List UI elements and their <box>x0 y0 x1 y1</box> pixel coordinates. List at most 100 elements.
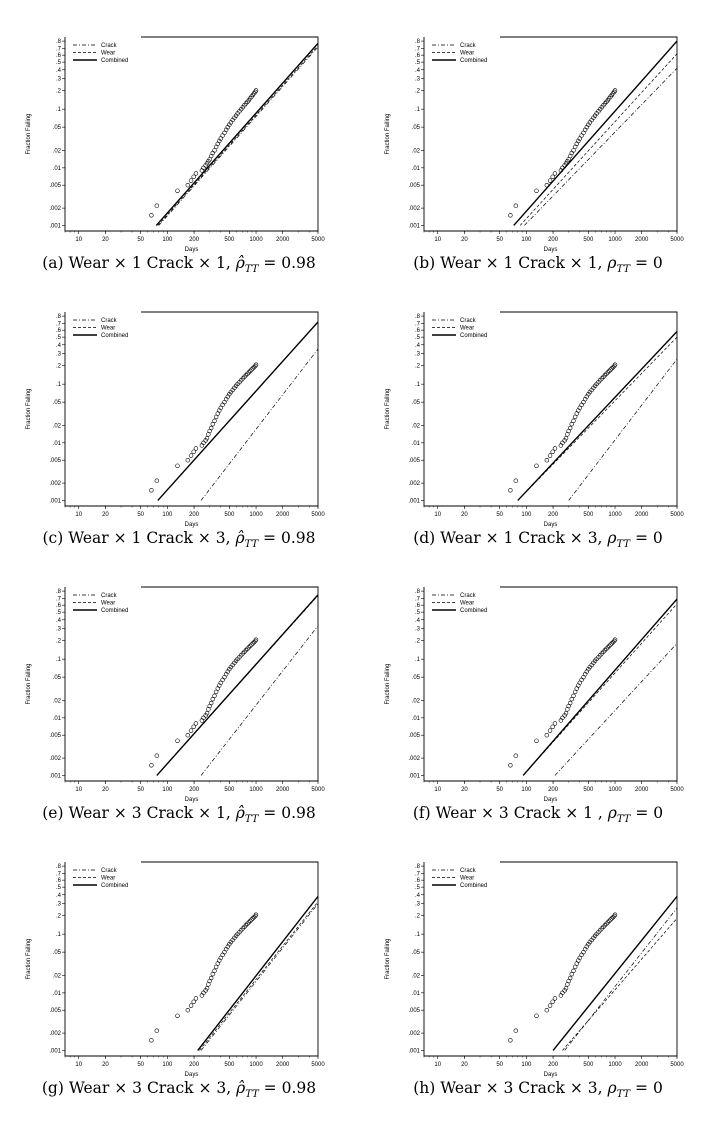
x-tick-label: 50 <box>137 1062 144 1068</box>
data-point <box>220 402 225 408</box>
x-tick-label: 5000 <box>311 787 325 793</box>
y-tick-label: .6 <box>415 603 421 609</box>
data-point <box>547 453 553 458</box>
data-point <box>604 646 609 651</box>
x-tick-label: 20 <box>102 237 109 243</box>
y-tick-label: .2 <box>56 363 62 369</box>
data-point <box>612 362 618 367</box>
x-tick-label: 2000 <box>635 512 649 518</box>
y-tick-label: .5 <box>415 610 421 616</box>
data-point <box>212 968 217 973</box>
x-tick-label: 500 <box>224 237 235 243</box>
y-tick-label: .5 <box>56 610 62 616</box>
data-point <box>208 425 214 431</box>
data-point <box>534 1013 539 1018</box>
data-point <box>245 371 250 376</box>
y-tick-label: .1 <box>415 107 421 113</box>
data-point <box>188 178 194 183</box>
chart-panel: 10 20 50 100 200 500 1000 2000 5000 .8.7.6.5 .4 .3.… <box>359 0 717 282</box>
data-point <box>253 362 259 367</box>
series-line-crack <box>554 643 677 776</box>
y-tick-label: .4 <box>415 343 421 349</box>
data-point <box>562 163 567 168</box>
y-tick-label: .05 <box>53 125 62 131</box>
plot-frame <box>423 861 678 1057</box>
data-point <box>513 203 519 208</box>
y-tick-label: .005 <box>408 733 420 739</box>
y-tick-label: .7 <box>415 871 421 877</box>
series-line-crack <box>158 46 318 226</box>
data-point <box>248 643 253 649</box>
y-tick-label: .002 <box>408 1031 420 1037</box>
legend-label: Crack <box>101 318 118 324</box>
y-tick-label: .005 <box>408 183 420 189</box>
y-axis-label: Fraction Failing <box>26 663 32 704</box>
x-axis-label: Days <box>544 1072 558 1078</box>
y-tick-label: .4 <box>415 68 421 74</box>
data-point <box>175 463 180 468</box>
data-point <box>253 88 259 93</box>
x-tick-label: 1000 <box>249 237 263 243</box>
x-tick-label: 5000 <box>311 1062 325 1068</box>
data-point <box>154 1028 160 1033</box>
y-tick-label: .2 <box>56 638 62 644</box>
data-point <box>149 1038 154 1043</box>
y-tick-label: .002 <box>408 206 420 212</box>
data-point <box>193 996 199 1001</box>
data-point <box>607 643 612 649</box>
data-point <box>534 188 539 193</box>
y-tick-label: .3 <box>415 627 421 633</box>
series-line-combined <box>522 598 677 776</box>
data-point <box>547 1003 553 1008</box>
data-point <box>576 138 581 144</box>
series-line-wear <box>157 45 318 226</box>
data-point <box>204 436 210 441</box>
x-tick-label: 1000 <box>249 787 263 793</box>
y-tick-label: .1 <box>56 657 62 663</box>
x-tick-label: 500 <box>583 512 594 518</box>
y-tick-label: .3 <box>56 77 62 83</box>
x-tick-label: 20 <box>102 1062 109 1068</box>
data-point <box>612 913 617 919</box>
x-tick-label: 1000 <box>249 1062 263 1068</box>
y-tick-label: .1 <box>415 657 421 663</box>
y-tick-label: .2 <box>56 88 62 94</box>
y-tick-label: .002 <box>49 756 61 762</box>
y-tick-label: .5 <box>415 60 421 66</box>
y-tick-label: .5 <box>415 885 421 891</box>
x-tick-label: 50 <box>137 237 144 243</box>
data-point <box>245 921 250 926</box>
weibull-plot: 10 20 50 100 200 500 1000 2000 5000 .8.7.6.5 .4 .3.… <box>385 586 684 803</box>
y-tick-label: .005 <box>49 183 61 189</box>
data-point <box>248 918 253 924</box>
y-tick-label: .4 <box>56 68 62 74</box>
x-tick-label: 200 <box>189 237 200 243</box>
plot-frame <box>64 586 319 782</box>
x-tick-label: 20 <box>102 512 109 518</box>
y-tick-label: .6 <box>56 878 62 884</box>
y-tick-label: .5 <box>56 885 62 891</box>
data-point <box>534 463 539 468</box>
y-tick-label: .3 <box>415 902 421 908</box>
y-tick-label: .01 <box>412 441 421 447</box>
y-tick-label: .02 <box>412 423 421 429</box>
series-line-combined <box>517 331 677 501</box>
legend-label: Crack <box>460 593 477 599</box>
x-tick-label: 2000 <box>276 1062 290 1068</box>
data-point <box>201 440 206 446</box>
data-point <box>508 763 513 768</box>
y-tick-label: .8 <box>415 864 421 870</box>
x-tick-label: 20 <box>461 237 468 243</box>
data-point <box>552 721 558 726</box>
data-point <box>175 1013 180 1018</box>
x-tick-label: 2000 <box>276 512 290 518</box>
y-tick-label: .8 <box>56 314 62 320</box>
panel-caption: (g) Wear × 3 Crack × 3, ρ̂TT = 0.98 <box>41 1079 317 1101</box>
chart-panel: 10 20 50 100 200 500 1000 2000 5000 .8.7.6.5 .4 .3.… <box>359 275 717 557</box>
legend-label: Crack <box>460 868 477 874</box>
data-point <box>193 446 199 451</box>
legend-label: Crack <box>101 868 118 874</box>
x-axis-label: Days <box>185 1072 199 1078</box>
data-point <box>201 715 206 721</box>
x-tick-label: 500 <box>224 1062 235 1068</box>
